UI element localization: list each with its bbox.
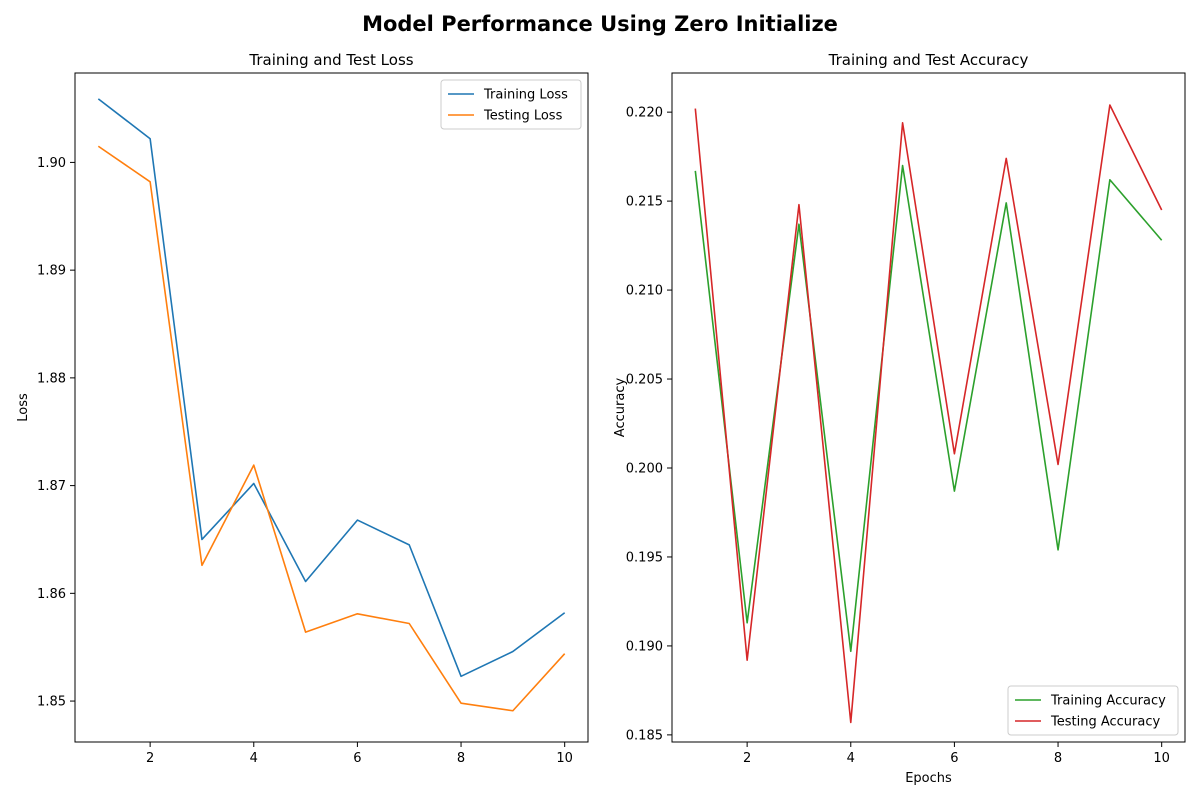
x-tick-label: 8 [1054, 751, 1062, 766]
x-axis-label: Epochs [905, 771, 952, 786]
x-tick-label: 8 [457, 751, 465, 766]
y-tick-label: 1.86 [37, 587, 66, 602]
axes-frame [74, 72, 589, 743]
x-tick-label: 2 [146, 751, 154, 766]
series-line-2 [694, 104, 1163, 724]
legend-label: Training Loss [483, 88, 568, 103]
x-tick-label: 6 [353, 751, 361, 766]
accuracy-chart: Training and Test Accuracy 2 4 6 8 10 0.185 0.1… [613, 51, 1186, 786]
y-tick-label: 0.185 [626, 728, 663, 743]
chart-title: Training and Test Loss [248, 51, 413, 69]
y-tick-label: 0.190 [626, 639, 663, 654]
y-tick-label: 1.90 [37, 156, 66, 171]
series-line-1 [694, 164, 1163, 653]
y-tick-label: 0.215 [626, 195, 663, 210]
legend-label: Testing Accuracy [1050, 715, 1160, 730]
y-tick-label: 1.89 [37, 264, 66, 279]
loss-chart: Training and Test Loss 2 4 6 8 10 1.85 1.86 1.87… [16, 51, 589, 766]
x-tick-label: 10 [1153, 751, 1170, 766]
y-tick-label: 1.87 [37, 479, 66, 494]
y-tick-label: 1.88 [37, 371, 66, 386]
legend-box [440, 79, 582, 130]
legend-label: Testing Loss [483, 109, 563, 124]
figure-title: Model Performance Using Zero Initialize [362, 12, 838, 36]
x-tick-label: 4 [250, 751, 258, 766]
y-axis-label: Accuracy [613, 378, 628, 438]
x-tick-label: 4 [847, 751, 855, 766]
series-line-2 [97, 145, 566, 712]
x-tick-label: 2 [743, 751, 751, 766]
y-tick-label: 0.210 [626, 284, 663, 299]
y-tick-label: 0.195 [626, 550, 663, 565]
y-axis-label: Loss [16, 393, 31, 422]
legend-label: Training Accuracy [1050, 694, 1166, 709]
axes-frame [671, 72, 1186, 743]
series-line-1 [97, 98, 566, 678]
legend-box [1007, 685, 1179, 736]
chart-title: Training and Test Accuracy [828, 51, 1029, 69]
x-tick-label: 10 [556, 751, 573, 766]
y-tick-label: 1.85 [37, 695, 66, 710]
x-tick-label: 6 [950, 751, 958, 766]
y-tick-label: 0.205 [626, 373, 663, 388]
y-tick-label: 0.200 [626, 461, 663, 476]
y-tick-label: 0.220 [626, 106, 663, 121]
